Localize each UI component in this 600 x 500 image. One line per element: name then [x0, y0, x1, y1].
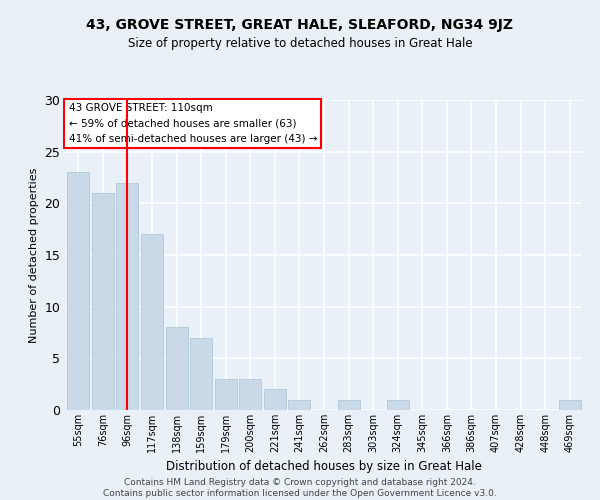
Bar — [116, 182, 139, 410]
Text: Contains HM Land Registry data © Crown copyright and database right 2024.
Contai: Contains HM Land Registry data © Crown c… — [103, 478, 497, 498]
Bar — [289, 400, 310, 410]
Bar — [239, 379, 262, 410]
Text: 43 GROVE STREET: 110sqm
← 59% of detached houses are smaller (63)
41% of semi-de: 43 GROVE STREET: 110sqm ← 59% of detache… — [68, 103, 317, 144]
Bar — [67, 172, 89, 410]
Bar — [141, 234, 163, 410]
X-axis label: Distribution of detached houses by size in Great Hale: Distribution of detached houses by size … — [166, 460, 482, 473]
Bar — [559, 400, 581, 410]
Text: Size of property relative to detached houses in Great Hale: Size of property relative to detached ho… — [128, 38, 472, 51]
Bar — [215, 379, 237, 410]
Bar — [264, 390, 286, 410]
Bar — [92, 193, 114, 410]
Bar — [386, 400, 409, 410]
Y-axis label: Number of detached properties: Number of detached properties — [29, 168, 39, 342]
Bar — [338, 400, 359, 410]
Text: 43, GROVE STREET, GREAT HALE, SLEAFORD, NG34 9JZ: 43, GROVE STREET, GREAT HALE, SLEAFORD, … — [86, 18, 514, 32]
Bar — [190, 338, 212, 410]
Bar — [166, 328, 188, 410]
